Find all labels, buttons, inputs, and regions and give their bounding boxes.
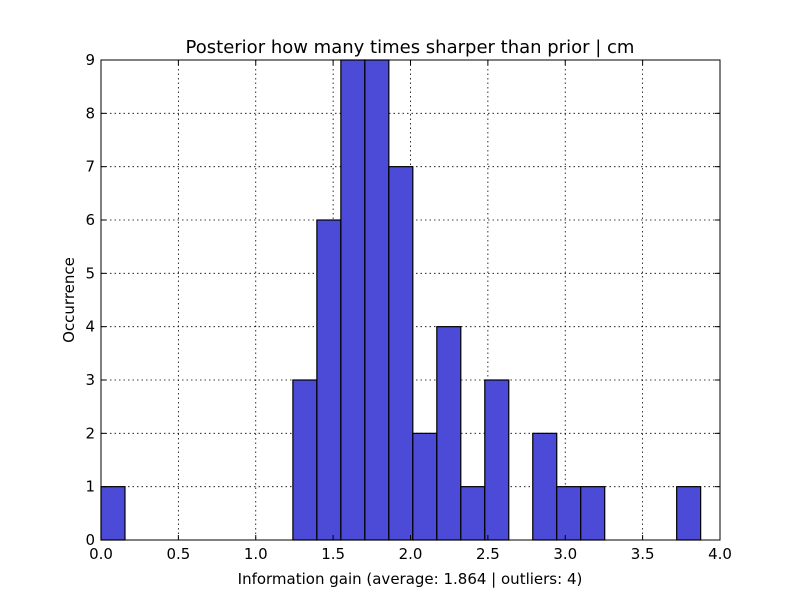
x-tick-labels: 0.0 0.5 1.0 1.5 2.0 2.5 3.0 3.5 4.0 (89, 545, 732, 563)
y-tick-label: 2 (85, 424, 95, 442)
y-tick-label: 1 (85, 478, 95, 496)
y-tick-label: 7 (85, 158, 95, 176)
histogram-bar (412, 432, 438, 541)
x-tick-label: 2.0 (399, 545, 423, 563)
y-tick-label: 9 (85, 51, 95, 69)
x-tick-label: 1.5 (321, 545, 345, 563)
histogram-bars (100, 59, 702, 541)
histogram-bar (676, 486, 702, 541)
x-tick-label: 0.0 (89, 545, 113, 563)
histogram-bar (484, 379, 510, 541)
histogram-bar (292, 379, 318, 541)
x-tick-label: 1.0 (244, 545, 268, 563)
chart-title: Posterior how many times sharper than pr… (186, 37, 635, 58)
x-tick-label: 0.5 (166, 545, 190, 563)
y-tick-label: 4 (85, 318, 95, 336)
axis-ticks (100, 59, 721, 541)
y-tick-label: 0 (85, 531, 95, 549)
histogram-bar (532, 432, 558, 541)
histogram-bar (316, 219, 342, 541)
y-tick-label: 3 (85, 371, 95, 389)
histogram-bar (436, 326, 462, 541)
x-tick-label: 2.5 (476, 545, 500, 563)
x-tick-label: 3.0 (553, 545, 577, 563)
y-axis-label: Occurrence (60, 257, 78, 343)
histogram-bar (100, 486, 126, 541)
y-tick-labels: 0 1 2 3 4 5 6 7 8 9 (85, 51, 95, 549)
histogram-bar (556, 486, 582, 541)
y-tick-label: 5 (85, 264, 95, 282)
histogram-bar (340, 59, 366, 541)
histogram-bar (580, 486, 606, 541)
histogram-bar (364, 59, 390, 541)
histogram-bar (388, 166, 414, 541)
x-tick-label: 4.0 (708, 545, 732, 563)
x-axis-label: Information gain (average: 1.864 | outli… (238, 570, 583, 588)
y-tick-label: 6 (85, 211, 95, 229)
y-tick-label: 8 (85, 104, 95, 122)
x-tick-label: 3.5 (631, 545, 655, 563)
histogram-bar (460, 486, 486, 541)
